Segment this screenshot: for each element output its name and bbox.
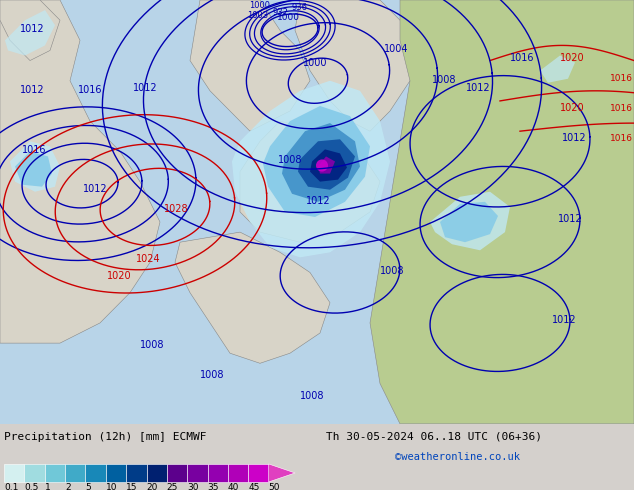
- Bar: [207, 464, 228, 482]
- Text: 1008: 1008: [300, 391, 325, 401]
- Text: 2: 2: [65, 484, 71, 490]
- Text: 1012: 1012: [552, 315, 577, 325]
- Polygon shape: [240, 121, 380, 242]
- Text: 1003: 1003: [247, 11, 269, 20]
- Text: 1012: 1012: [20, 85, 44, 95]
- Text: Th 30-05-2024 06..18 UTC (06+36): Th 30-05-2024 06..18 UTC (06+36): [326, 432, 542, 442]
- Circle shape: [316, 159, 328, 171]
- Bar: [65, 464, 86, 482]
- Polygon shape: [190, 0, 310, 131]
- Text: 40: 40: [228, 484, 239, 490]
- Bar: [86, 464, 106, 482]
- Text: 45: 45: [249, 484, 260, 490]
- Bar: [146, 464, 167, 482]
- Text: 1: 1: [45, 484, 51, 490]
- Text: 1008: 1008: [200, 370, 224, 380]
- Polygon shape: [298, 139, 355, 190]
- Bar: [4, 464, 24, 482]
- Polygon shape: [0, 0, 160, 343]
- Text: 1008: 1008: [380, 267, 404, 276]
- Polygon shape: [175, 232, 330, 363]
- Text: ©weatheronline.co.uk: ©weatheronline.co.uk: [395, 452, 520, 462]
- Text: 1008: 1008: [432, 75, 456, 85]
- Text: 0.5: 0.5: [24, 484, 39, 490]
- Polygon shape: [440, 202, 498, 242]
- Text: 1000: 1000: [303, 58, 327, 68]
- Polygon shape: [0, 0, 60, 61]
- Text: 1016: 1016: [22, 146, 46, 155]
- Polygon shape: [15, 151, 52, 187]
- Bar: [228, 464, 249, 482]
- Text: 1016: 1016: [610, 104, 633, 113]
- Text: 1012: 1012: [82, 184, 107, 194]
- Polygon shape: [310, 149, 347, 182]
- Bar: [167, 464, 187, 482]
- Text: 936: 936: [292, 3, 308, 12]
- Text: 1016: 1016: [610, 74, 633, 83]
- Text: 1016: 1016: [78, 85, 102, 95]
- Text: 1012: 1012: [20, 24, 44, 34]
- Text: 1012: 1012: [466, 83, 490, 93]
- Text: 20: 20: [146, 484, 158, 490]
- Polygon shape: [232, 81, 390, 257]
- Text: 1012: 1012: [133, 83, 157, 93]
- Bar: [126, 464, 146, 482]
- Text: 1020: 1020: [560, 103, 585, 113]
- Text: 15: 15: [126, 484, 138, 490]
- Text: 10: 10: [106, 484, 117, 490]
- Text: Precipitation (12h) [mm] ECMWF: Precipitation (12h) [mm] ECMWF: [4, 432, 207, 442]
- Polygon shape: [269, 464, 295, 482]
- Text: 1020: 1020: [107, 270, 131, 280]
- Text: 1028: 1028: [164, 204, 188, 214]
- Text: 1024: 1024: [136, 254, 160, 265]
- Polygon shape: [540, 55, 575, 83]
- Text: 1012: 1012: [562, 133, 586, 143]
- Text: 1008: 1008: [140, 340, 164, 350]
- Polygon shape: [282, 123, 360, 202]
- Bar: [45, 464, 65, 482]
- Polygon shape: [263, 106, 370, 217]
- Text: 1012: 1012: [558, 214, 583, 224]
- Text: 1012: 1012: [306, 196, 330, 206]
- Bar: [24, 464, 45, 482]
- Text: 50: 50: [269, 484, 280, 490]
- Text: 30: 30: [187, 484, 198, 490]
- Text: 1004: 1004: [384, 45, 408, 54]
- Text: 35: 35: [207, 484, 219, 490]
- Text: 1000: 1000: [276, 13, 299, 22]
- Bar: [249, 464, 269, 482]
- Text: 25: 25: [167, 484, 178, 490]
- Text: 0.1: 0.1: [4, 484, 18, 490]
- Text: 1008: 1008: [278, 155, 302, 166]
- Text: 1016: 1016: [610, 134, 633, 143]
- Polygon shape: [318, 156, 335, 173]
- Polygon shape: [430, 192, 510, 250]
- Text: 1020: 1020: [560, 52, 585, 63]
- Polygon shape: [295, 0, 420, 131]
- Text: 1016: 1016: [510, 52, 534, 63]
- Bar: [106, 464, 126, 482]
- Polygon shape: [10, 141, 60, 192]
- Text: 932: 932: [272, 8, 288, 17]
- Text: 1000: 1000: [250, 1, 271, 10]
- Bar: [187, 464, 207, 482]
- Polygon shape: [370, 0, 634, 424]
- Text: 5: 5: [86, 484, 91, 490]
- Polygon shape: [5, 10, 55, 55]
